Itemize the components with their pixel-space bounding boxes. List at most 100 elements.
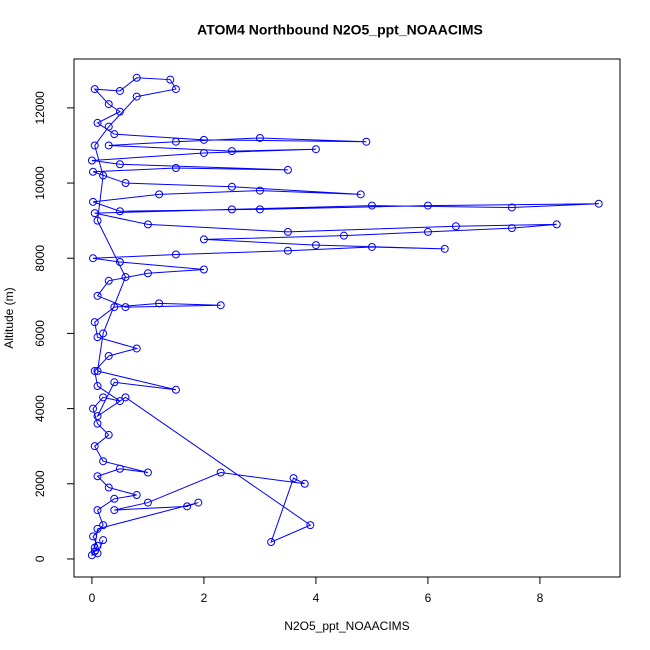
data-point bbox=[90, 367, 99, 376]
data-point bbox=[171, 85, 180, 94]
data-point bbox=[423, 227, 432, 236]
data-point bbox=[90, 318, 99, 327]
data-point bbox=[110, 303, 119, 312]
data-point bbox=[356, 190, 365, 199]
data-point bbox=[143, 220, 152, 229]
data-point bbox=[132, 73, 141, 82]
data-point bbox=[93, 291, 102, 300]
data-point bbox=[115, 464, 124, 473]
data-point bbox=[227, 182, 236, 191]
data-point bbox=[93, 524, 102, 533]
y-tick-label: 4000 bbox=[33, 395, 47, 422]
data-point bbox=[194, 498, 203, 507]
data-point bbox=[93, 118, 102, 127]
data-point bbox=[132, 344, 141, 353]
data-point bbox=[93, 216, 102, 225]
data-point bbox=[115, 257, 124, 266]
data-point bbox=[90, 209, 99, 218]
data-point bbox=[99, 521, 108, 530]
data-point bbox=[300, 479, 309, 488]
data-point bbox=[110, 130, 119, 139]
data-point bbox=[255, 205, 264, 214]
data-point bbox=[255, 186, 264, 195]
data-point bbox=[104, 430, 113, 439]
data-point bbox=[143, 468, 152, 477]
data-point bbox=[171, 385, 180, 394]
data-point bbox=[132, 491, 141, 500]
y-tick-label: 12000 bbox=[33, 91, 47, 125]
data-point bbox=[121, 273, 130, 282]
data-point bbox=[507, 224, 516, 233]
data-point bbox=[104, 141, 113, 150]
data-point bbox=[311, 241, 320, 250]
data-point bbox=[99, 536, 108, 545]
data-point bbox=[227, 205, 236, 214]
data-point bbox=[594, 199, 603, 208]
data-point bbox=[87, 156, 96, 165]
x-tick-label: 0 bbox=[89, 591, 96, 605]
x-axis-label: N2O5_ppt_NOAACIMS bbox=[284, 619, 409, 633]
data-point bbox=[306, 521, 315, 530]
data-point bbox=[507, 203, 516, 212]
data-point bbox=[104, 100, 113, 109]
data-point bbox=[362, 137, 371, 146]
data-point bbox=[99, 457, 108, 466]
data-point bbox=[99, 329, 108, 338]
data-point bbox=[93, 333, 102, 342]
data-point bbox=[115, 107, 124, 116]
data-point bbox=[155, 190, 164, 199]
data-point bbox=[171, 164, 180, 173]
data-point bbox=[93, 412, 102, 421]
data-point bbox=[89, 254, 98, 263]
data-point bbox=[155, 299, 164, 308]
data-point bbox=[199, 135, 208, 144]
data-point bbox=[90, 442, 99, 451]
data-point bbox=[339, 231, 348, 240]
data-point bbox=[90, 85, 99, 94]
data-point bbox=[166, 75, 175, 84]
data-point bbox=[289, 474, 298, 483]
data-point bbox=[104, 351, 113, 360]
data-point bbox=[110, 506, 119, 515]
data-point bbox=[216, 468, 225, 477]
data-point bbox=[110, 494, 119, 503]
data-point bbox=[90, 141, 99, 150]
data-point bbox=[199, 148, 208, 157]
y-tick-label: 10000 bbox=[33, 166, 47, 200]
data-point bbox=[367, 201, 376, 210]
data-point bbox=[143, 498, 152, 507]
data-point bbox=[104, 122, 113, 131]
data-point bbox=[199, 235, 208, 244]
y-tick-label: 0 bbox=[33, 555, 47, 562]
data-point bbox=[227, 147, 236, 156]
data-point bbox=[552, 220, 561, 229]
data-point bbox=[121, 393, 130, 402]
y-tick-label: 8000 bbox=[33, 245, 47, 272]
data-point bbox=[143, 269, 152, 278]
data-point bbox=[93, 506, 102, 515]
data-point bbox=[89, 404, 98, 413]
data-point bbox=[99, 171, 108, 180]
data-point bbox=[93, 367, 102, 376]
x-tick-label: 8 bbox=[537, 591, 544, 605]
data-point bbox=[132, 92, 141, 101]
data-point bbox=[216, 301, 225, 310]
data-point bbox=[171, 250, 180, 259]
data-point bbox=[89, 197, 98, 206]
data-point bbox=[115, 160, 124, 169]
data-point bbox=[104, 483, 113, 492]
data-point bbox=[115, 397, 124, 406]
data-point bbox=[283, 246, 292, 255]
data-point bbox=[93, 382, 102, 391]
x-tick-label: 4 bbox=[313, 591, 320, 605]
data-point bbox=[93, 472, 102, 481]
data-point bbox=[283, 227, 292, 236]
chart-title: ATOM4 Northbound N2O5_ppt_NOAACIMS bbox=[197, 22, 483, 38]
data-point bbox=[110, 378, 119, 387]
data-point bbox=[183, 502, 192, 511]
data-point bbox=[89, 167, 98, 176]
x-tick-label: 6 bbox=[425, 591, 432, 605]
data-point bbox=[367, 242, 376, 251]
data-point bbox=[255, 133, 264, 142]
